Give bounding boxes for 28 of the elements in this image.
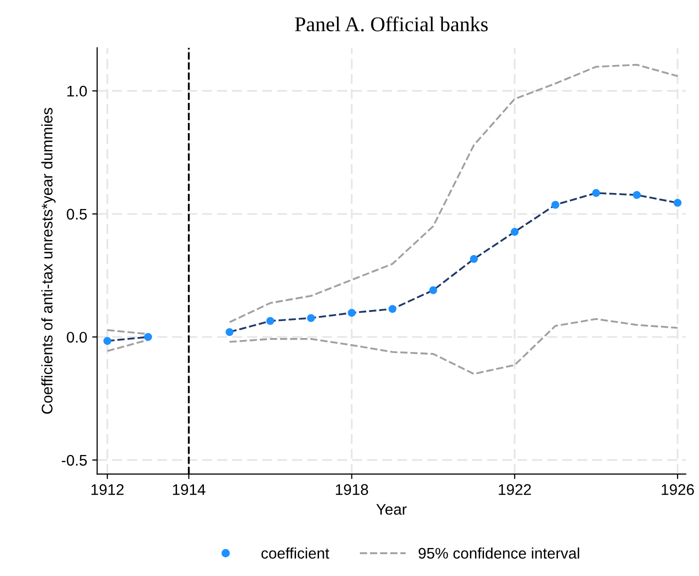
point [674,198,682,207]
point [470,255,478,263]
x-tick-label: 1926 [662,484,694,495]
point [348,308,356,317]
legend-label: 95% confidence interval [418,547,580,559]
x-tick-label: 1918 [336,484,368,495]
x-axis-title: Year [376,504,407,515]
point [226,328,234,336]
point [429,286,438,294]
point [388,304,396,313]
point [592,189,600,197]
point [510,228,519,236]
legend-label: coefficient [261,547,330,559]
point [551,200,560,209]
x-tick-label: 1912 [92,484,124,495]
y-tick-label: 1.0 [67,86,87,97]
y-tick-label: -0.5 [62,454,87,466]
point [632,191,641,199]
chart-title: Panel A. Official banks [295,16,488,32]
point [144,333,152,341]
x-tick-label: 1914 [172,484,206,495]
x-tick-label: 1922 [498,484,531,495]
point [103,336,112,345]
y-axis-title: Coefficients of anti-tax unrests*year dummies [41,108,56,414]
point [307,314,315,322]
point [266,317,274,325]
y-tick-label: 0.0 [66,332,87,343]
y-tick-label: 0.5 [66,208,87,220]
